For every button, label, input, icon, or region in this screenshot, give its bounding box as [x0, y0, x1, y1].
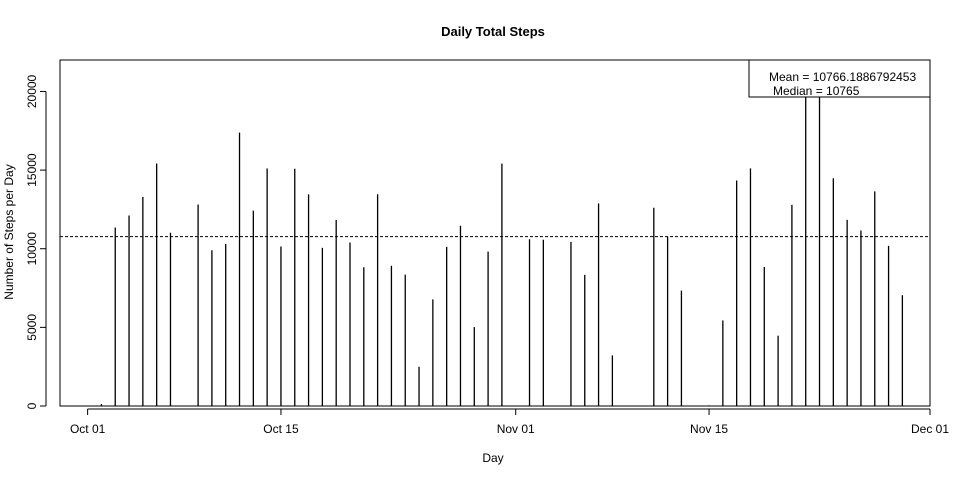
x-axis: Oct 01 Oct 15 Nov 01 Nov 15 Dec 01 — [70, 408, 949, 436]
y-tick-label: 0 — [25, 402, 39, 409]
y-tick-label: 15000 — [25, 153, 39, 187]
y-axis-label: Number of Steps per Day — [2, 164, 16, 299]
legend-median-text: Median = 10765 — [773, 84, 860, 98]
x-axis-label: Day — [482, 451, 503, 465]
y-axis: 0 5000 10000 15000 20000 — [25, 74, 47, 409]
plot-frame — [59, 59, 931, 407]
legend-mean-text: Mean = 10766.1886792453 — [769, 70, 916, 84]
x-tick-label: Nov 01 — [497, 422, 535, 436]
y-tick-label: 10000 — [25, 232, 39, 266]
x-tick-label: Dec 01 — [911, 422, 949, 436]
x-tick-label: Oct 01 — [70, 422, 106, 436]
chart-title: Daily Total Steps — [441, 24, 545, 39]
bar-series — [100, 72, 904, 406]
legend-box — [748, 59, 931, 98]
y-tick-label: 5000 — [25, 314, 39, 341]
legend: Mean = 10766.1886792453 Median = 10765 — [748, 59, 931, 98]
x-tick-label: Nov 15 — [690, 422, 728, 436]
x-tick-label: Oct 15 — [263, 422, 299, 436]
y-tick-label: 20000 — [25, 74, 39, 108]
